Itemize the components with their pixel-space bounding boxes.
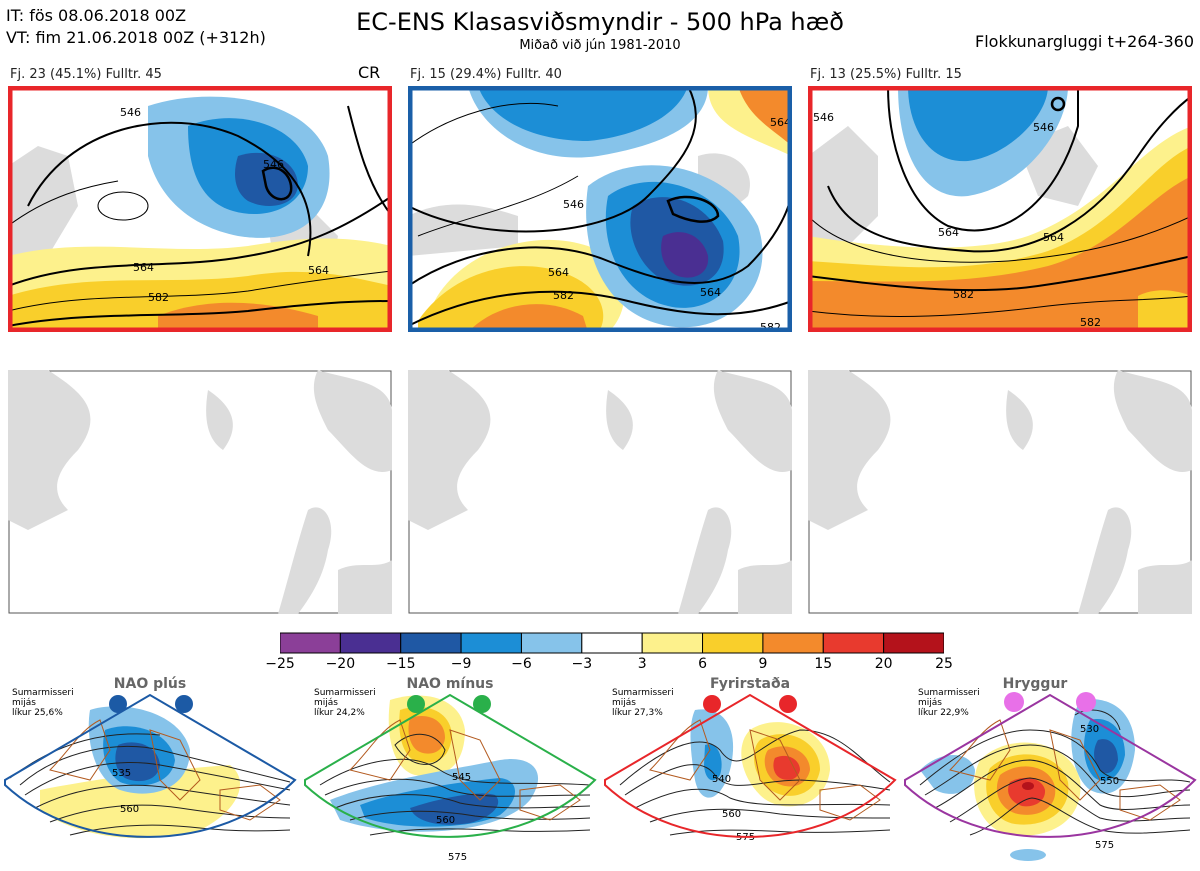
- regime-nao-plus-map: 535 560: [4, 693, 297, 839]
- init-time: IT: fös 08.06.2018 00Z: [6, 6, 187, 25]
- contour-label: 546: [263, 158, 284, 171]
- regime-blocking-map: 540 560 575: [604, 693, 897, 843]
- colorbar-tick-label: −20: [325, 656, 356, 672]
- regime-blocking-frame: [604, 693, 897, 838]
- contour-label: 564: [770, 116, 791, 129]
- colorbar-tick-label: −25: [265, 656, 295, 672]
- page-title: EC-ENS Klasasviðsmyndir - 500 hPa hæð: [356, 8, 844, 36]
- colorbar-segment: [339, 632, 402, 654]
- empty-map-1: [8, 370, 392, 614]
- regime-nao-minus-title: NAO mínus: [406, 676, 494, 692]
- colorbar-segment: [641, 632, 704, 654]
- colorbar-tick-label: −3: [571, 656, 593, 672]
- contour-label: 545: [452, 772, 471, 783]
- cluster-3-map: 546 546 564 564 582 582: [808, 86, 1192, 332]
- empty-map-2: [408, 370, 792, 614]
- contour-label: 535: [112, 768, 131, 779]
- cluster-1-tag: CR: [358, 63, 381, 82]
- regime-nao-plus-note: Sumarmisseri mijás líkur 25,6%: [12, 688, 74, 718]
- contour-label: 582: [953, 288, 974, 301]
- cluster-3-frame: [808, 86, 1192, 332]
- colorbar-segment: [581, 632, 643, 654]
- contour-label: 546: [813, 111, 834, 124]
- regime-ridge-note: Sumarmisseri mijás líkur 22,9%: [918, 688, 980, 718]
- regime-nao-minus-frame: [304, 693, 597, 838]
- colorbar-segment: [822, 632, 885, 654]
- contour-label: 575: [448, 852, 467, 863]
- contour-label: 560: [722, 809, 741, 820]
- regime-ridge-map: 530 550 575: [904, 693, 1197, 861]
- climatology-subtitle: Miðað við jún 1981-2010: [519, 38, 681, 53]
- cluster-2-map: 546 564 564 582 582 564: [408, 86, 792, 332]
- contour-label: 564: [133, 261, 154, 274]
- contour-label: 560: [436, 815, 455, 826]
- colorbar-segment: [762, 632, 824, 654]
- cluster-2-frame: [408, 86, 792, 332]
- contour-label: 564: [938, 226, 959, 239]
- regime-nao-plus-dots: [109, 695, 193, 713]
- colorbar-segment: [883, 632, 944, 654]
- contour-label: 582: [148, 291, 169, 304]
- regime-ridge-title: Hryggur: [1002, 676, 1068, 692]
- cluster-1-map: 546 546 564 564 582: [8, 86, 392, 332]
- contour-label: 564: [308, 264, 329, 277]
- contour-label: 582: [760, 321, 781, 332]
- contour-label: 564: [700, 286, 721, 299]
- contour-label: 582: [1080, 316, 1101, 329]
- cluster-1-frame: [8, 86, 392, 332]
- cluster-1-label: Fj. 23 (45.1%) Fulltr. 45: [10, 67, 162, 82]
- colorbar-tick-label: 6: [698, 656, 707, 672]
- cluster-3-label: Fj. 13 (25.5%) Fulltr. 15: [810, 67, 962, 82]
- regime-nao-minus-dots: [407, 695, 491, 713]
- contour-label: 540: [712, 774, 731, 785]
- regime-blocking-note: Sumarmisseri mijás líkur 27,3%: [612, 688, 674, 718]
- colorbar-segment: [702, 632, 764, 654]
- colorbar: [280, 632, 944, 654]
- contour-label: 564: [548, 266, 569, 279]
- regime-nao-minus-note: Sumarmisseri mijás líkur 24,2%: [314, 688, 376, 718]
- regime-blocking-dots: [703, 695, 797, 713]
- contour-label: 530: [1080, 724, 1099, 735]
- contour-label: 546: [120, 106, 141, 119]
- colorbar-segment: [520, 632, 583, 654]
- empty-map-3: [808, 370, 1192, 614]
- colorbar-segment: [460, 632, 522, 654]
- contour-label: 564: [1043, 231, 1064, 244]
- regime-ridge-dots: [1004, 692, 1096, 712]
- regime-nao-plus-title: NAO plús: [113, 676, 187, 692]
- cluster-2-label: Fj. 15 (29.4%) Fulltr. 40: [410, 67, 562, 82]
- colorbar-segment: [400, 632, 462, 654]
- regime-ridge-frame: [904, 693, 1197, 838]
- contour-label: 560: [120, 804, 139, 815]
- colorbar-tick-label: −9: [450, 656, 472, 672]
- regime-nao-minus-map: 545 560 575: [304, 693, 597, 863]
- colorbar-tick-label: 9: [758, 656, 768, 672]
- classification-window: Flokkunargluggi t+264-360: [975, 32, 1194, 51]
- colorbar-tick-label: −15: [385, 656, 416, 672]
- contour-label: 550: [1100, 776, 1119, 787]
- contour-label: 546: [563, 198, 584, 211]
- colorbar-tick-label: 20: [874, 656, 893, 672]
- contour-label: 546: [1033, 121, 1054, 134]
- contour-label: 575: [1095, 840, 1114, 851]
- colorbar-tick-label: 25: [935, 656, 953, 672]
- colorbar-tick-label: 15: [814, 656, 833, 672]
- colorbar-segment: [280, 632, 341, 654]
- regime-nao-plus-frame: [4, 693, 297, 838]
- colorbar-tick-label: −6: [511, 656, 532, 672]
- valid-time: VT: fim 21.06.2018 00Z (+312h): [6, 28, 266, 47]
- contour-label: 582: [553, 289, 574, 302]
- colorbar-tick-label: 3: [637, 656, 647, 672]
- regime-blocking-title: Fyrirstaða: [709, 676, 791, 692]
